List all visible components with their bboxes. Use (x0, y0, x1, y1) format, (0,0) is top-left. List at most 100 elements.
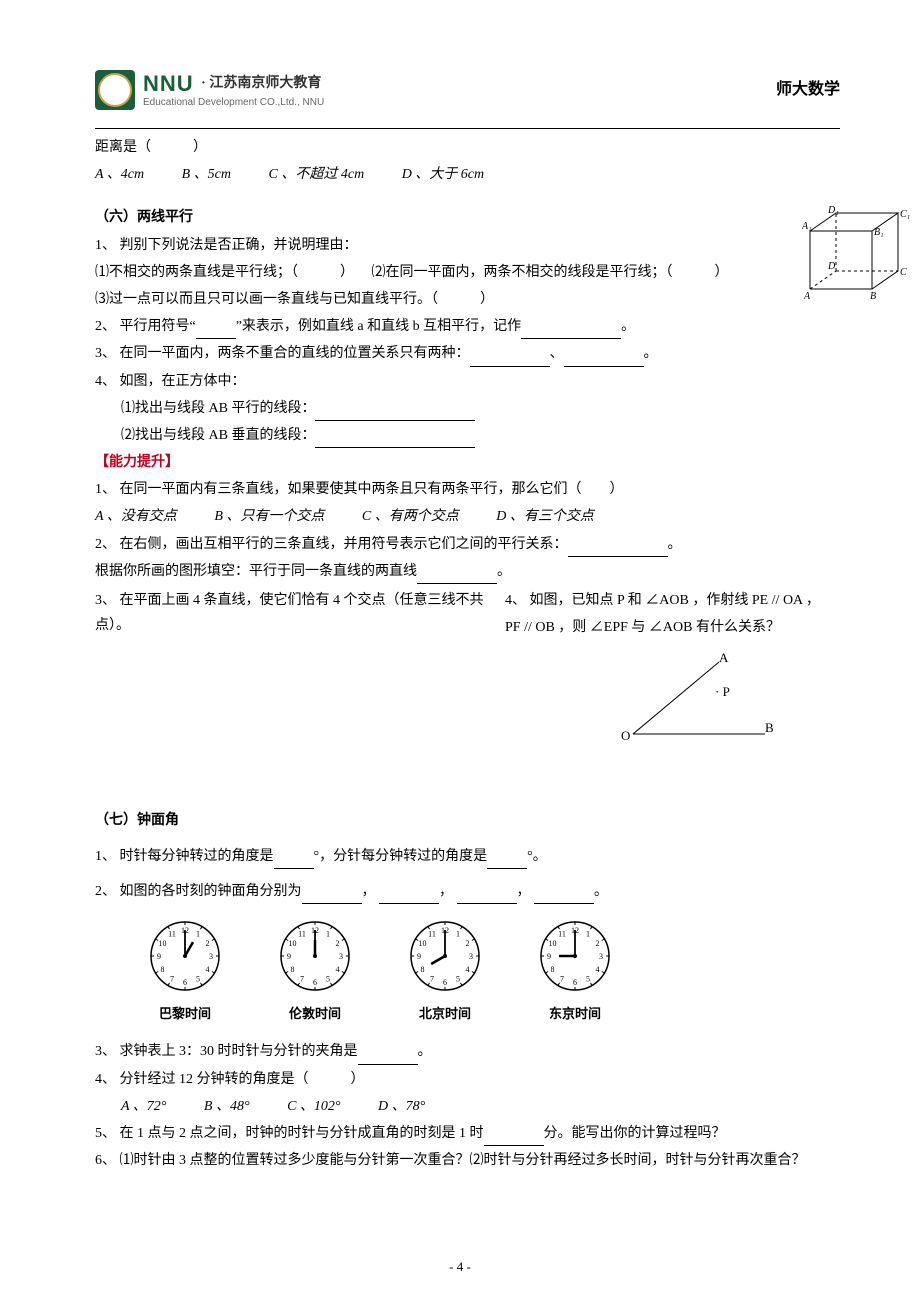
logo-en-text: Educational Development CO.,Ltd., NNU (143, 97, 324, 109)
svg-text:3: 3 (209, 952, 213, 961)
svg-text:4: 4 (336, 965, 340, 974)
header-rule (95, 128, 840, 129)
logo-main-text: NNU (143, 71, 194, 97)
svg-text:4: 4 (206, 965, 210, 974)
svg-text:1: 1 (196, 929, 200, 938)
svg-text:6: 6 (183, 978, 187, 987)
opt-d: D 、大于 6cm (402, 162, 484, 187)
svg-text:5: 5 (196, 974, 200, 983)
s6-q2c: 。 (621, 319, 635, 334)
s7-q1: 1、 时针每分钟转过的角度是°，分针每分钟转过的角度是°。 (95, 844, 840, 869)
section-7-title: （七）钟面角 (95, 808, 840, 833)
svg-text:7: 7 (170, 974, 174, 983)
svg-text:11: 11 (428, 929, 436, 938)
svg-text:8: 8 (550, 965, 554, 974)
svg-text:7: 7 (560, 974, 564, 983)
aob-A: A (719, 650, 729, 665)
clock-label: 巴黎时间 (145, 1002, 225, 1025)
svg-text:9: 9 (157, 952, 161, 961)
svg-text:1: 1 (586, 929, 590, 938)
clock: 123456789101112巴黎时间 (145, 916, 225, 1025)
svg-text:5: 5 (326, 974, 330, 983)
cube-figure: A B C D A₁ B₁ C₁ D₁ (802, 205, 910, 305)
svg-text:10: 10 (418, 939, 426, 948)
opt-a: A 、4cm (95, 162, 144, 187)
s6-q2b: ”来表示，例如直线 a 和直线 b 互相平行，记作 (236, 319, 521, 334)
cube-B1: B₁ (874, 227, 884, 238)
logo-cn-text: · 江苏南京师大教育 (201, 76, 321, 91)
clock-face: 123456789101112 (405, 916, 485, 996)
clock: 123456789101112伦敦时间 (275, 916, 355, 1025)
aob-P: · P (715, 684, 730, 699)
svg-text:3: 3 (339, 952, 343, 961)
s6-q3: 3、 在同一平面内，两条不重合的直线的位置关系只有两种：、。 (95, 341, 840, 366)
cube-C1: C₁ (900, 209, 910, 220)
cube-D1: D₁ (827, 205, 839, 216)
s7-opt-d: D 、78° (378, 1094, 425, 1119)
svg-text:9: 9 (547, 952, 551, 961)
prev-question-stem: 距离是（ ） (95, 135, 840, 160)
ab-opt-a: A 、没有交点 (95, 504, 177, 529)
aob-B: B (765, 720, 774, 735)
svg-text:4: 4 (466, 965, 470, 974)
s6-q2a: 2、 平行用符号“ (95, 319, 196, 334)
ability-title: 【能力提升】 (95, 450, 840, 475)
clock-label: 东京时间 (535, 1002, 615, 1025)
ab-opt-b: B 、只有一个交点 (214, 504, 324, 529)
ab-q4a: 4、 如图，已知点 P 和 ∠AOB ，作射线 PE // OA ， (505, 588, 840, 613)
s6-q1: 1、 判别下列说法是否正确，并说明理由： (95, 233, 840, 258)
ab-opt-c: C 、有两个交点 (362, 504, 459, 529)
s7-q3: 3、 求钟表上 3：30 时时针与分针的夹角是。 (95, 1039, 840, 1064)
s7-q5: 5、 在 1 点与 2 点之间，时钟的时针与分针成直角的时刻是 1 时分。能写出… (95, 1121, 840, 1146)
aob-O: O (621, 728, 630, 743)
cube-A: A (803, 291, 811, 302)
ab-q2: 2、 在右侧，画出互相平行的三条直线，并用符号表示它们之间的平行关系：。 (95, 532, 840, 557)
clocks-row: 123456789101112巴黎时间123456789101112伦敦时间12… (145, 916, 840, 1025)
s7-q6: 6、 ⑴时针由 3 点整的位置转过多少度能与分针第一次重合？⑵时针与分针再经过多… (95, 1148, 840, 1173)
svg-text:9: 9 (287, 952, 291, 961)
svg-text:5: 5 (456, 974, 460, 983)
svg-text:9: 9 (417, 952, 421, 961)
opt-c: C 、不超过 4cm (269, 162, 365, 187)
section-6-title: （六）两线平行 (95, 205, 840, 230)
cube-A1: A₁ (802, 221, 812, 232)
ab-q3-q4: 3、 在平面上画 4 条直线，使它们恰有 4 个交点（任意三线不共点）。 4、 … (95, 586, 840, 642)
svg-text:10: 10 (288, 939, 296, 948)
svg-text:7: 7 (300, 974, 304, 983)
svg-text:11: 11 (558, 929, 566, 938)
logo-icon (95, 70, 135, 110)
header-subject: 师大数学 (776, 76, 840, 105)
clock: 123456789101112东京时间 (535, 916, 615, 1025)
svg-text:4: 4 (596, 965, 600, 974)
s7-q2: 2、 如图的各时刻的钟面角分别为， ， ， 。 (95, 879, 840, 904)
svg-text:2: 2 (336, 939, 340, 948)
svg-text:10: 10 (548, 939, 556, 948)
svg-text:6: 6 (573, 978, 577, 987)
page-header: NNU · 江苏南京师大教育 Educational Development C… (95, 70, 840, 110)
svg-text:3: 3 (599, 952, 603, 961)
logo-block: NNU · 江苏南京师大教育 Educational Development C… (95, 70, 324, 110)
cube-C: C (900, 267, 907, 278)
ab-q3: 3、 在平面上画 4 条直线，使它们恰有 4 个交点（任意三线不共点）。 (95, 588, 495, 638)
ab-opt-d: D 、有三个交点 (496, 504, 594, 529)
svg-text:2: 2 (596, 939, 600, 948)
svg-text:11: 11 (168, 929, 176, 938)
s6-q2: 2、 平行用符号“ ”来表示，例如直线 a 和直线 b 互相平行，记作 。 (95, 314, 840, 339)
s7-opt-a: A 、72° (121, 1094, 166, 1119)
s6-q1-1: ⑴不相交的两条直线是平行线；（ ） ⑵在同一平面内，两条不相交的线段是平行线；（… (95, 260, 840, 285)
svg-text:5: 5 (586, 974, 590, 983)
angle-aob-figure: A B O · P (615, 648, 775, 748)
ab-q2b: 根据你所画的图形填空：平行于同一条直线的两直线。 (95, 559, 840, 584)
ab-q4b: PF // OB ，则 ∠EPF 与 ∠AOB 有什么关系？ (505, 615, 840, 640)
s7-q4-opts: A 、72° B 、48° C 、102° D 、78° (95, 1094, 840, 1119)
s6-q4-1: ⑴找出与线段 AB 平行的线段： (95, 396, 840, 421)
clock: 123456789101112北京时间 (405, 916, 485, 1025)
s6-q3c: 。 (644, 346, 658, 361)
svg-text:1: 1 (456, 929, 460, 938)
svg-text:11: 11 (298, 929, 306, 938)
clock-label: 北京时间 (405, 1002, 485, 1025)
svg-text:8: 8 (160, 965, 164, 974)
opt-b: B 、5cm (182, 162, 231, 187)
ab-q1: 1、 在同一平面内有三条直线，如果要使其中两条且只有两条平行，那么它们（ ） (95, 477, 840, 502)
cube-B: B (870, 291, 876, 302)
